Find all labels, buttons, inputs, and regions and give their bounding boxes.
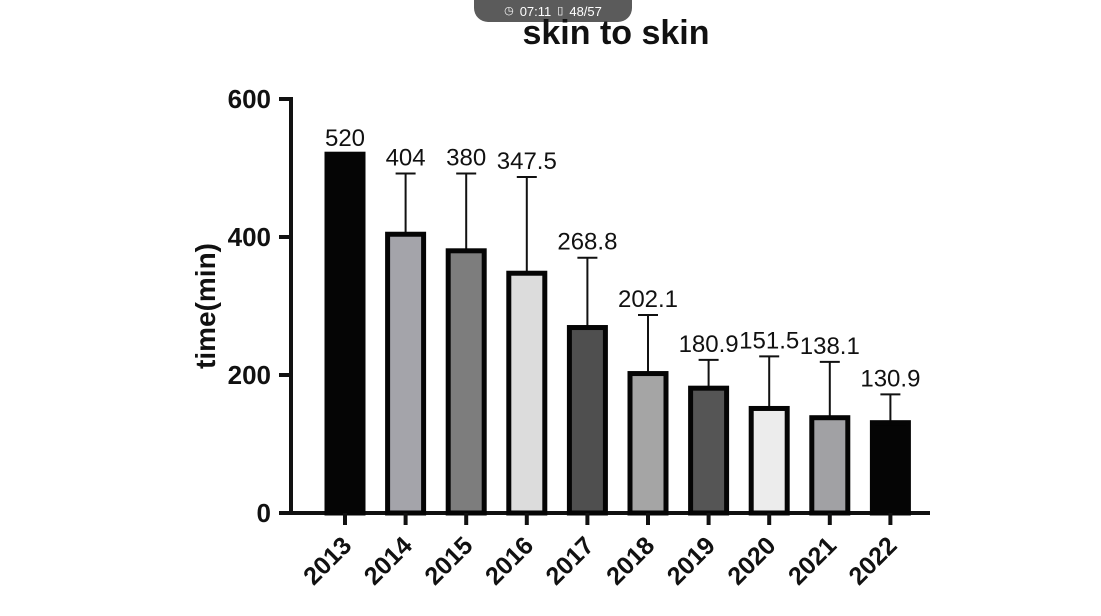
x-tick-label: 2021: [783, 531, 842, 590]
x-tick-label: 2017: [541, 531, 600, 590]
bar: [869, 420, 911, 516]
data-label: 380: [446, 145, 486, 172]
x-tick-label: 2013: [298, 531, 357, 590]
y-tick-label: 200: [228, 360, 271, 390]
bar: [445, 248, 487, 516]
bar: [506, 270, 548, 516]
x-tick-label: 2016: [480, 531, 539, 590]
bar: [324, 151, 366, 516]
page-icon: ▯: [557, 4, 564, 17]
bar: [566, 325, 608, 516]
status-time: 07:11: [519, 3, 552, 19]
bar: [688, 385, 730, 516]
data-label: 138.1: [800, 333, 860, 360]
data-label: 202.1: [618, 286, 678, 313]
bar: [627, 371, 669, 516]
y-tick-label: 600: [228, 84, 271, 114]
x-tick-label: 2018: [601, 531, 660, 590]
data-label: 404: [386, 145, 426, 172]
status-page: 48/57: [569, 3, 602, 19]
data-label: 347.5: [497, 148, 557, 175]
data-label: 520: [325, 125, 365, 152]
data-label: 268.8: [557, 229, 617, 256]
x-tick-label: 2015: [419, 531, 478, 590]
data-label: 180.9: [679, 331, 739, 358]
bar: [809, 415, 851, 516]
y-tick-label: 400: [228, 222, 271, 252]
x-tick-label: 2020: [722, 531, 781, 590]
clock-icon: ◷: [504, 4, 514, 17]
data-label: 151.5: [739, 327, 799, 354]
plot-area: 0 200 400 600 520 2013 404 2014 380 2015 347.5 2016…: [228, 84, 930, 591]
x-tick-label: 2014: [359, 531, 418, 590]
status-pill: ◷ 07:11 ▯ 48/57: [474, 0, 632, 22]
x-tick-label: 2022: [844, 531, 903, 590]
bar: [385, 231, 427, 516]
x-tick-label: 2019: [662, 531, 721, 590]
data-label: 130.9: [860, 365, 920, 392]
chart-title: skin to skin: [522, 14, 709, 52]
y-tick-label: 0: [257, 498, 271, 528]
bar: [748, 405, 790, 516]
y-axis-label: time(min): [190, 243, 221, 369]
